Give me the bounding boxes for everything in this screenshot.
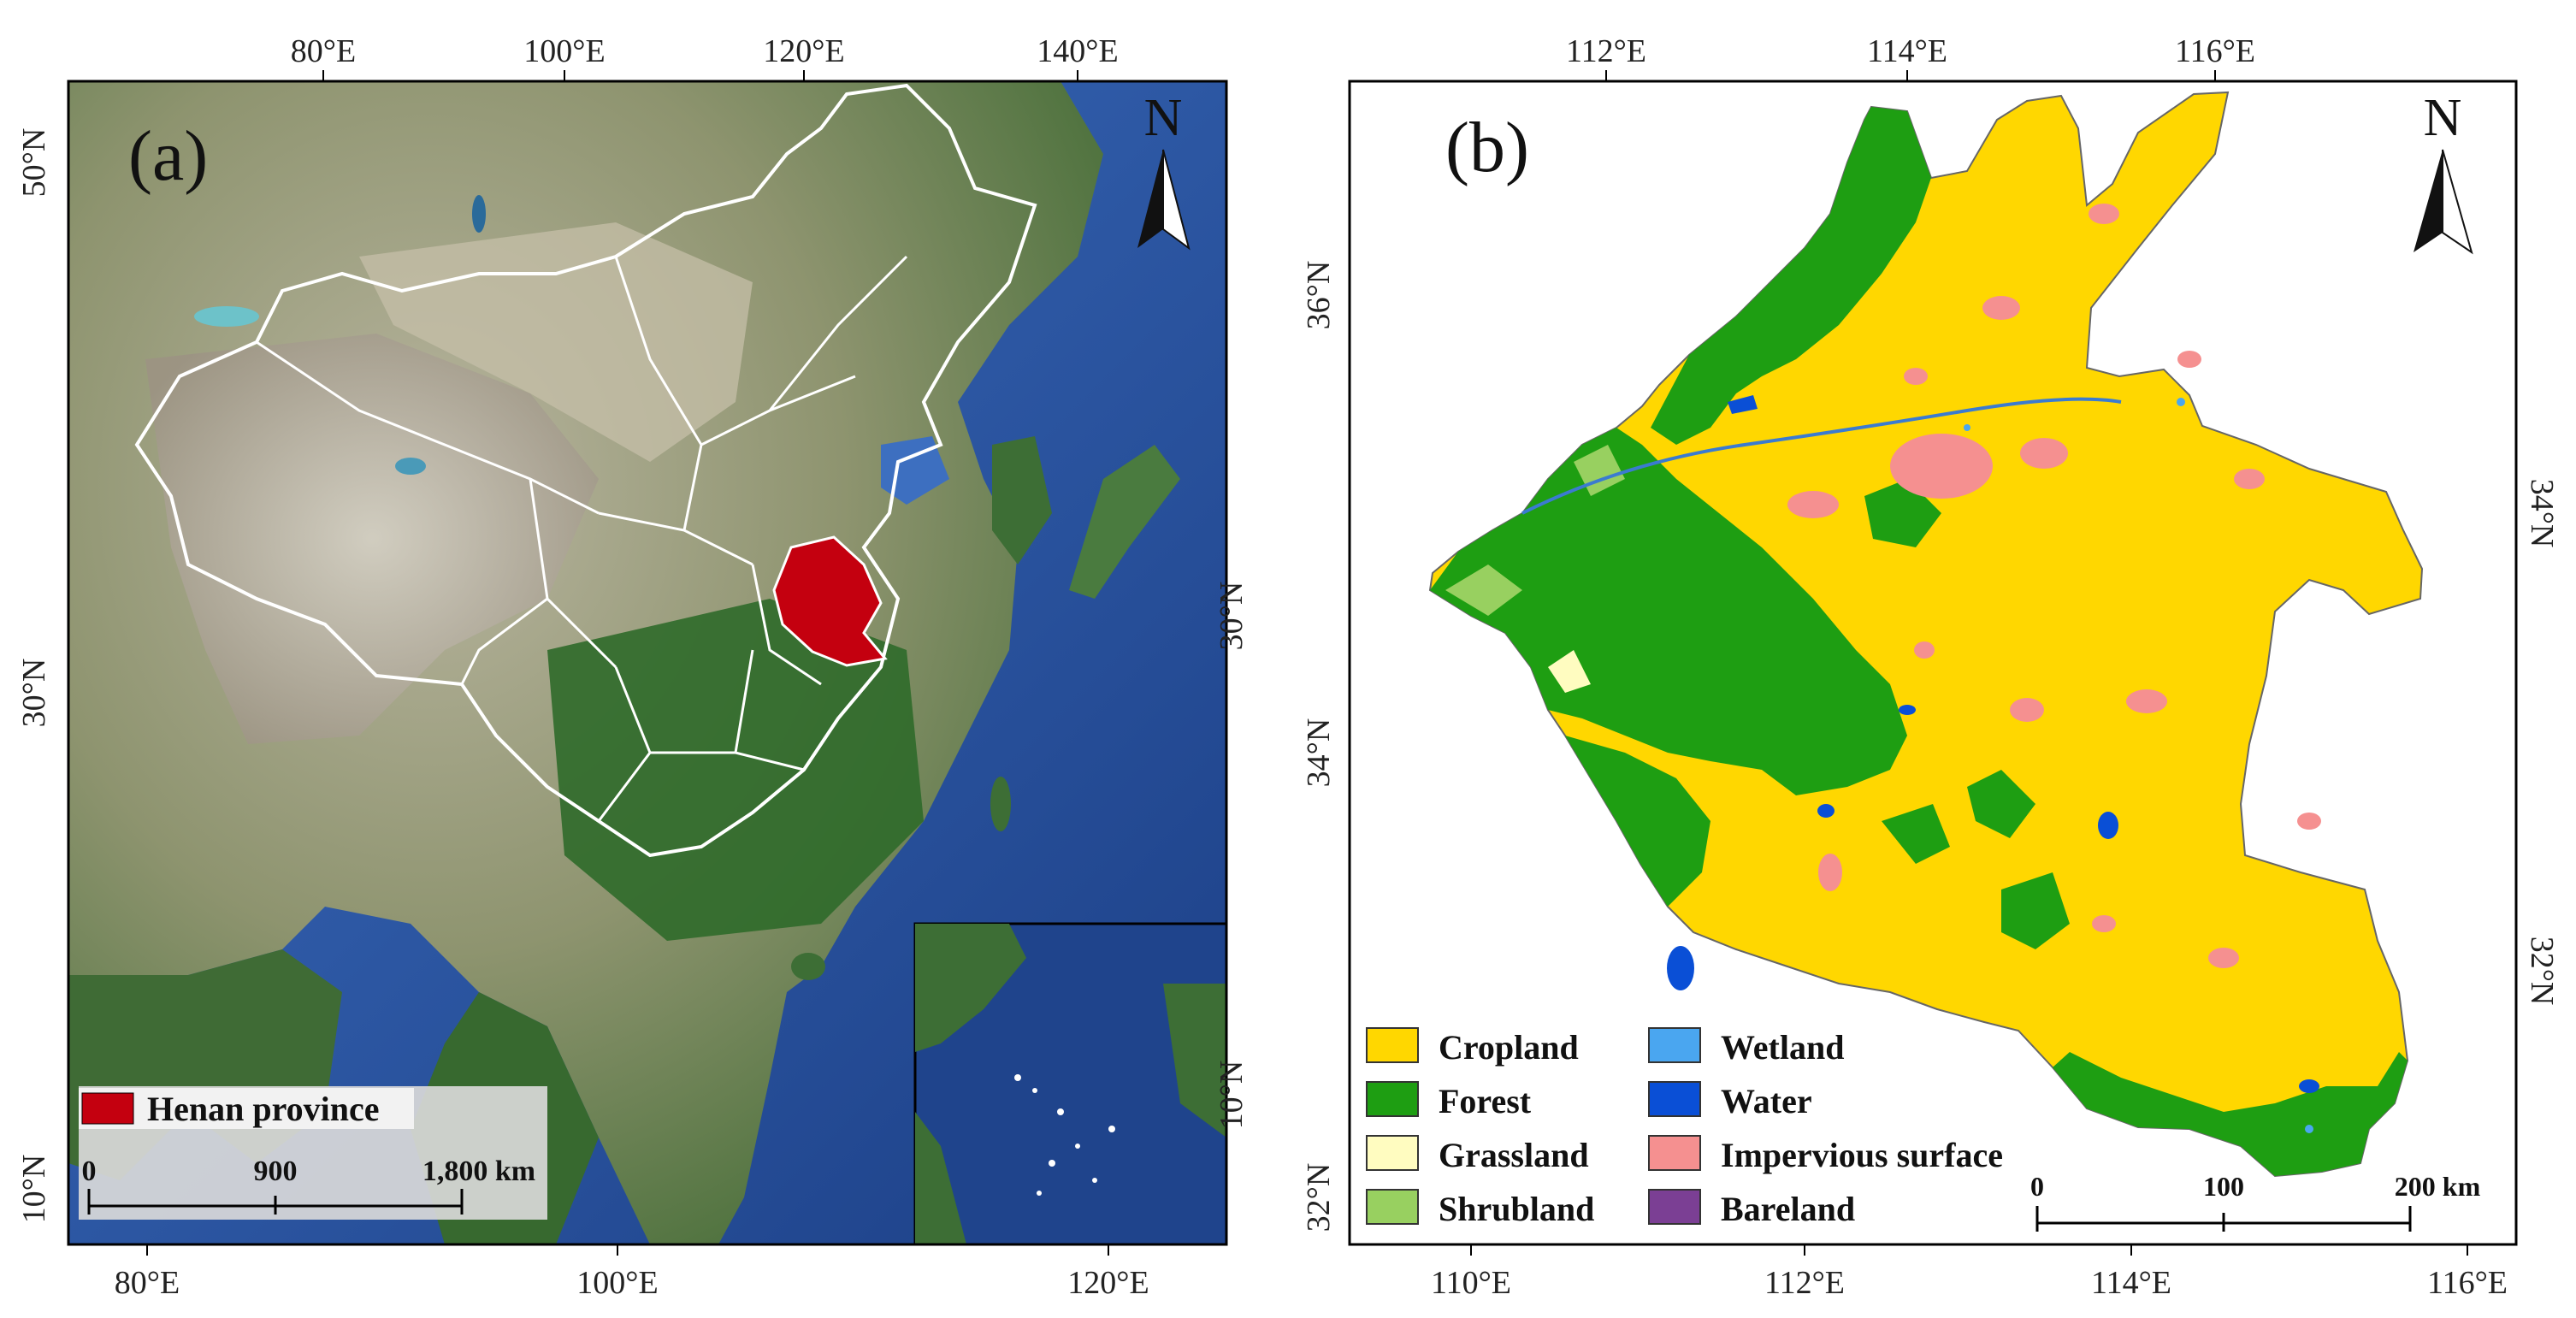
tick-bottom-a-1: 100°E — [576, 1265, 658, 1301]
tick-left-a-2: 10°N — [16, 1155, 52, 1224]
tick-top-b-2: 116°E — [2175, 33, 2255, 69]
tick-bottom-a-0: 80°E — [115, 1265, 180, 1301]
left-axis-a: 50°N 30°N 10°N — [16, 128, 52, 1224]
tick-left-b-2: 32°N — [1301, 1163, 1337, 1232]
top-axis-a: 80°E 100°E 120°E 140°E — [291, 33, 1119, 69]
tick-bottom-b-3: 116°E — [2427, 1265, 2508, 1301]
legend-swatch-bareland — [1648, 1189, 1701, 1225]
tick-top-a-2: 120°E — [763, 33, 844, 69]
legend-label-impervious: Impervious surface — [1721, 1136, 2003, 1174]
legend-label-wetland: Wetland — [1721, 1028, 1844, 1067]
panel-b-label: (b) — [1445, 108, 1529, 187]
tick-left-a-1: 30°N — [16, 659, 52, 728]
scale-a-2: 1,800 km — [422, 1155, 535, 1187]
scale-b-1: 100 — [2203, 1171, 2244, 1202]
tick-inner-a-0: 30°N — [1214, 582, 1250, 651]
scale-bar-b: 0 100 200 km — [2030, 1171, 2481, 1232]
left-axis-b: 36°N 34°N 32°N — [1301, 261, 1337, 1232]
north-label-b: N — [2424, 89, 2462, 147]
tick-top-a-3: 140°E — [1037, 33, 1118, 69]
top-axis-b: 112°E 114°E 116°E — [1566, 33, 2255, 69]
legend-label-cropland: Cropland — [1439, 1028, 1579, 1067]
legend-swatch-grassland — [1366, 1135, 1419, 1171]
north-arrow: N — [1137, 89, 1191, 251]
scale-b-0: 0 — [2030, 1171, 2044, 1202]
henan-legend-label: Henan province — [147, 1090, 380, 1128]
legend-label-grassland: Grassland — [1439, 1136, 1589, 1174]
henan-legend-swatch — [81, 1092, 134, 1125]
legend-swatch-wetland — [1648, 1027, 1701, 1063]
tick-right-b-1: 32°N — [2524, 937, 2560, 1006]
tick-bottom-a-2: 120°E — [1067, 1265, 1149, 1301]
north-arrow-b: N — [2414, 89, 2473, 255]
tick-left-a-0: 50°N — [16, 128, 52, 198]
legend-label-water: Water — [1721, 1082, 1812, 1120]
tick-inner-a-1: 10°N — [1214, 1061, 1250, 1130]
henan-province — [772, 535, 888, 667]
tick-right-b-0: 34°N — [2524, 479, 2560, 548]
land-cover-map — [1428, 91, 2424, 1178]
panel-b: (b) N 112°E 114°E 116°E 110°E 112°E 114°… — [1301, 33, 2560, 1301]
scale-b-2: 200 km — [2395, 1171, 2481, 1202]
legend-swatch-shrubland — [1366, 1189, 1419, 1225]
scale-bar-a: 0 900 1,800 km — [82, 1155, 535, 1215]
tick-bottom-b-1: 112°E — [1764, 1265, 1845, 1301]
tick-top-a-0: 80°E — [291, 33, 356, 69]
land-cover-legend: Cropland Wetland Forest Water Grassland … — [1366, 1027, 2003, 1228]
tick-top-b-0: 112°E — [1566, 33, 1646, 69]
tick-left-b-0: 36°N — [1301, 261, 1337, 330]
bottom-axis-b: 110°E 112°E 114°E 116°E — [1431, 1265, 2508, 1301]
tick-left-b-1: 34°N — [1301, 718, 1337, 788]
legend-swatch-impervious — [1648, 1135, 1701, 1171]
scale-a-1: 900 — [254, 1155, 298, 1187]
tick-bottom-b-2: 114°E — [2091, 1265, 2171, 1301]
legend-label-shrubland: Shrubland — [1439, 1190, 1594, 1228]
scale-a-0: 0 — [82, 1155, 97, 1187]
tick-top-a-1: 100°E — [523, 33, 605, 69]
bottom-axis-a: 80°E 100°E 120°E — [115, 1265, 1149, 1301]
legend-swatch-water — [1648, 1081, 1701, 1117]
panel-a-label: (a) — [128, 116, 208, 196]
legend-label-bareland: Bareland — [1721, 1190, 1855, 1228]
legend-strip-a — [79, 1088, 414, 1129]
tick-bottom-b-0: 110°E — [1431, 1265, 1511, 1301]
map-frame-b — [1348, 80, 2518, 1246]
legend-swatch-cropland — [1366, 1027, 1419, 1063]
north-label: N — [1144, 89, 1183, 147]
right-axis-b: 34°N 32°N — [2524, 479, 2560, 1006]
inner-axis-a: 30°N 10°N — [1214, 582, 1250, 1130]
tick-top-b-1: 114°E — [1867, 33, 1947, 69]
legend-label-forest: Forest — [1439, 1082, 1532, 1120]
legend-swatch-forest — [1366, 1081, 1419, 1117]
map-frame — [67, 80, 1228, 1246]
panel-a: (a) N 80°E 100°E 120°E 140°E 80°E 100°E … — [16, 33, 1250, 1301]
satellite-map — [68, 81, 1226, 1244]
